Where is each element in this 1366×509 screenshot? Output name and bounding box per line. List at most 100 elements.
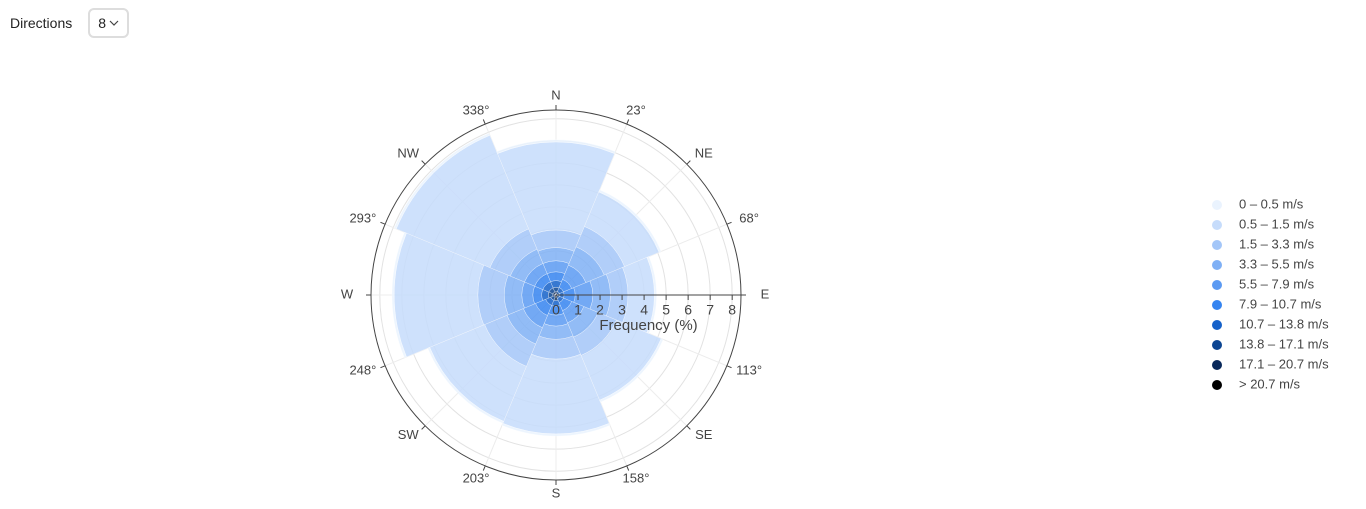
wedge xyxy=(535,299,552,316)
wedge xyxy=(394,133,491,230)
wedge xyxy=(542,281,554,293)
radial-tick-label: 0 xyxy=(552,302,560,318)
wedge xyxy=(541,289,550,301)
legend-label: 17.1 – 20.7 m/s xyxy=(1239,356,1329,371)
wedge xyxy=(562,301,585,324)
angular-tick xyxy=(421,160,426,165)
wedge xyxy=(506,308,543,345)
grid-circle xyxy=(467,206,645,384)
wedge xyxy=(589,273,611,317)
angular-tick xyxy=(482,465,486,471)
angular-tick xyxy=(482,119,486,125)
wedge xyxy=(556,294,558,296)
wedge xyxy=(427,347,504,424)
wedge xyxy=(543,313,569,327)
wedge xyxy=(580,319,662,401)
angular-tick-label: S xyxy=(552,485,561,500)
legend-swatch xyxy=(1212,220,1222,230)
directions-select[interactable]: 8 xyxy=(88,8,130,38)
wedge xyxy=(484,315,536,367)
legend-swatch xyxy=(1212,360,1222,370)
grid-circle xyxy=(423,162,689,428)
wedge xyxy=(542,260,570,274)
legend-swatch xyxy=(1212,320,1222,330)
wedge xyxy=(548,305,564,316)
grid-spoke xyxy=(555,294,728,367)
radial-tick-label: 4 xyxy=(640,302,648,318)
radial-tick-label: 1 xyxy=(574,302,582,318)
legend-swatch xyxy=(1212,280,1222,290)
radial-tick-label: 7 xyxy=(706,302,714,318)
wedge xyxy=(575,226,625,276)
wedge xyxy=(555,293,557,296)
wedge xyxy=(523,303,548,328)
angular-tick-label: E xyxy=(761,286,770,301)
grid-spoke xyxy=(424,163,557,296)
angular-tick-label: 293° xyxy=(349,210,376,225)
legend-label: 3.3 – 5.5 m/s xyxy=(1239,256,1315,271)
wedge xyxy=(546,271,566,282)
wedge xyxy=(555,294,558,297)
wedge xyxy=(552,293,556,297)
grid-circle xyxy=(533,272,579,318)
angular-tick xyxy=(686,425,691,430)
grid-spoke xyxy=(555,294,628,467)
select-value: 8 xyxy=(98,15,107,31)
wedge xyxy=(584,191,660,267)
wedge xyxy=(551,300,561,307)
wedge xyxy=(646,256,657,334)
wedge xyxy=(557,296,564,303)
wedge xyxy=(521,281,535,309)
angular-tick xyxy=(726,365,732,369)
grid-circle xyxy=(379,118,733,472)
radial-tick-label: 5 xyxy=(662,302,670,318)
wedge xyxy=(502,354,610,435)
wedge xyxy=(534,273,551,290)
wedge xyxy=(548,291,554,299)
legend-label: 13.8 – 17.1 m/s xyxy=(1239,336,1329,351)
radial-axis-title: Frequency (%) xyxy=(599,317,697,334)
grid-spoke xyxy=(424,294,557,427)
wedge xyxy=(552,291,556,295)
wedge xyxy=(555,294,557,296)
legend-swatch xyxy=(1212,380,1222,390)
wedge xyxy=(554,293,557,296)
wedge xyxy=(553,297,559,301)
angular-tick xyxy=(626,465,630,471)
angular-tick xyxy=(421,425,426,430)
wedge xyxy=(559,291,565,299)
legend-label: > 20.7 m/s xyxy=(1239,376,1301,391)
wedge xyxy=(598,189,662,253)
legend-swatch xyxy=(1212,340,1222,350)
wedge xyxy=(562,264,587,289)
angular-tick-label: 158° xyxy=(623,470,650,485)
legend-swatch xyxy=(1212,300,1222,310)
angular-tick-label: NW xyxy=(397,146,419,161)
wedge xyxy=(537,247,575,264)
wedge xyxy=(550,280,562,289)
angular-tick-label: 203° xyxy=(463,470,490,485)
legend-label: 1.5 – 3.3 m/s xyxy=(1239,236,1315,251)
wedge xyxy=(396,135,529,268)
wedge xyxy=(558,297,572,311)
grid-circle xyxy=(511,250,601,340)
wedge xyxy=(567,306,599,338)
wedge xyxy=(622,257,655,333)
angular-tick-label: 68° xyxy=(739,210,759,225)
wedge xyxy=(524,263,548,287)
wedge xyxy=(504,274,525,316)
wedge xyxy=(532,285,543,305)
radial-tick-label: 2 xyxy=(596,302,604,318)
legend-label: 0.5 – 1.5 m/s xyxy=(1239,216,1315,231)
wedge xyxy=(568,246,605,283)
radial-tick-label: 6 xyxy=(684,302,692,318)
grid-circle xyxy=(401,140,711,450)
wedge xyxy=(554,291,558,295)
wedge xyxy=(555,293,558,296)
grid-spoke xyxy=(555,223,728,296)
legend-swatch xyxy=(1212,200,1222,210)
wedge xyxy=(550,295,556,301)
radial-tick-label: 8 xyxy=(728,302,736,318)
wedge xyxy=(557,293,560,297)
legend-label: 5.5 – 7.9 m/s xyxy=(1239,276,1315,291)
